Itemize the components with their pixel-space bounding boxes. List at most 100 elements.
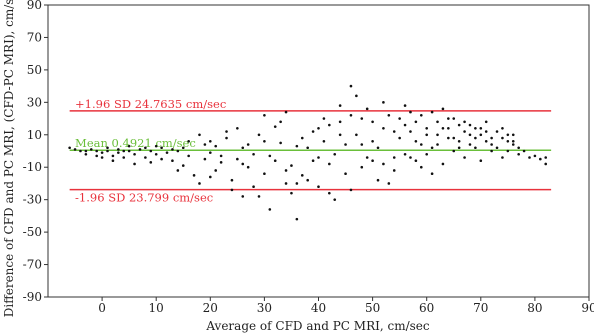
data-point xyxy=(295,144,299,148)
data-point xyxy=(187,139,190,143)
data-point xyxy=(382,126,385,130)
data-point xyxy=(457,146,461,150)
data-point xyxy=(181,164,185,167)
data-point xyxy=(68,146,71,150)
data-point xyxy=(111,159,115,163)
data-point xyxy=(122,149,126,153)
data-point xyxy=(349,188,353,192)
data-point xyxy=(365,156,369,159)
data-point xyxy=(501,156,504,159)
data-point xyxy=(376,146,380,150)
data-point xyxy=(484,139,488,143)
x-tick-label: 10 xyxy=(149,301,164,315)
data-point xyxy=(328,162,331,166)
data-point xyxy=(506,139,510,143)
data-point xyxy=(544,162,548,166)
data-point xyxy=(409,130,412,133)
data-point xyxy=(501,136,504,140)
data-point xyxy=(425,126,429,130)
data-point xyxy=(371,139,374,143)
data-point xyxy=(425,133,429,137)
data-point xyxy=(241,195,245,198)
data-point xyxy=(479,159,483,163)
data-point xyxy=(441,107,445,111)
data-point xyxy=(419,143,423,146)
data-point xyxy=(349,84,353,88)
x-tick-label: 90 xyxy=(581,301,594,315)
data-point xyxy=(295,182,299,185)
data-point xyxy=(284,169,288,172)
data-point xyxy=(376,178,380,182)
data-point xyxy=(133,162,136,166)
data-point xyxy=(457,139,461,143)
data-point xyxy=(160,146,163,150)
data-point xyxy=(100,151,104,154)
data-point xyxy=(187,154,190,158)
data-point xyxy=(360,165,364,169)
data-point xyxy=(127,144,131,148)
data-point xyxy=(484,130,488,133)
data-point xyxy=(273,125,277,128)
data-point xyxy=(149,161,153,164)
data-point xyxy=(236,126,239,130)
data-point xyxy=(209,151,212,154)
data-point xyxy=(484,120,488,124)
data-point xyxy=(414,159,418,163)
data-point xyxy=(241,146,245,150)
y-tick-label: 10 xyxy=(27,128,42,142)
data-point xyxy=(317,156,320,159)
data-point xyxy=(290,191,293,195)
data-point xyxy=(436,143,439,146)
data-point xyxy=(447,136,450,140)
data-point xyxy=(111,154,115,158)
data-point xyxy=(468,133,472,137)
y-tick-label: -90 xyxy=(23,290,42,304)
data-point xyxy=(79,149,82,153)
data-point xyxy=(214,144,218,148)
x-axis-title: Average of CFD and PC MRI, cm/sec xyxy=(205,319,430,333)
data-point xyxy=(122,156,126,159)
data-point xyxy=(355,94,358,98)
data-point xyxy=(311,130,315,133)
data-point xyxy=(506,149,510,153)
data-point xyxy=(317,185,320,188)
reference-line-label: Mean 0.4921 cm/sec xyxy=(75,136,196,150)
data-point xyxy=(403,123,407,127)
data-point xyxy=(490,143,493,146)
reference-lines: +1.96 SD 24.7635 cm/sec Mean 0.4921 cm/se… xyxy=(69,97,552,205)
data-point xyxy=(230,188,234,192)
data-point xyxy=(263,114,266,117)
data-point xyxy=(506,133,510,137)
data-point xyxy=(106,149,109,153)
data-point xyxy=(84,152,88,156)
data-point xyxy=(387,114,391,117)
x-tick-label: 40 xyxy=(311,301,326,315)
data-point xyxy=(100,156,104,159)
data-point xyxy=(257,133,261,137)
data-point xyxy=(246,143,250,146)
data-point xyxy=(495,130,499,133)
data-point xyxy=(511,133,515,137)
data-point xyxy=(463,156,466,159)
data-point xyxy=(328,123,331,127)
y-tick-label: -50 xyxy=(23,225,42,239)
data-point xyxy=(257,195,261,198)
data-point xyxy=(403,152,407,156)
data-points xyxy=(68,84,548,221)
y-tick-label: 70 xyxy=(27,30,42,44)
y-tick-label: -70 xyxy=(23,258,42,272)
data-point xyxy=(176,169,180,172)
data-point xyxy=(544,156,548,159)
data-point xyxy=(290,164,293,167)
data-point xyxy=(144,146,147,150)
data-point xyxy=(490,136,493,140)
data-point xyxy=(117,148,120,151)
y-tick-label: -30 xyxy=(23,193,42,207)
data-point xyxy=(528,156,531,159)
data-point xyxy=(295,217,299,221)
data-point xyxy=(501,126,504,130)
data-point xyxy=(322,117,326,120)
data-point xyxy=(214,169,218,172)
data-point xyxy=(517,152,520,156)
